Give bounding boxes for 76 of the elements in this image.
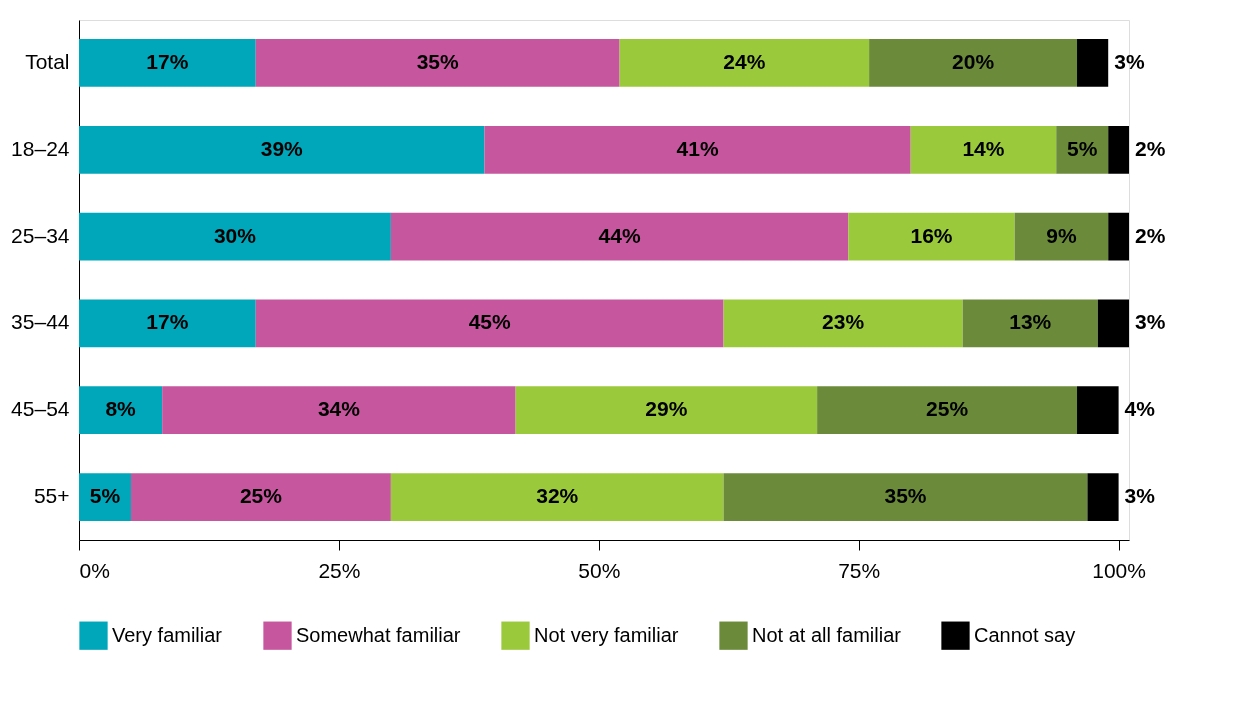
- data-label: 13%: [1009, 310, 1052, 334]
- data-label: 3%: [1114, 49, 1145, 73]
- bar: [869, 39, 1078, 87]
- bar: [1077, 386, 1119, 435]
- data-label: 23%: [822, 310, 865, 334]
- data-label: 29%: [645, 397, 688, 421]
- x-tick-label: 100%: [1092, 558, 1146, 582]
- legend-label: Not very familiar: [534, 623, 679, 646]
- y-tick-label: 18–24: [11, 136, 70, 160]
- data-label: 24%: [723, 49, 766, 73]
- bar: [723, 473, 1088, 521]
- bar: [79, 125, 485, 174]
- data-label: 4%: [1124, 397, 1156, 421]
- y-tick-label: 25–34: [11, 223, 70, 247]
- bar: [255, 299, 724, 348]
- bar: [162, 386, 516, 435]
- y-tick-label: Total: [25, 49, 70, 73]
- bar: [79, 212, 391, 261]
- data-label: 25%: [926, 397, 969, 421]
- data-label: 14%: [962, 136, 1005, 160]
- y-tick-label: 35–44: [11, 310, 70, 334]
- data-label: 9%: [1046, 223, 1077, 247]
- bar: [962, 299, 1098, 348]
- data-label: 44%: [598, 223, 641, 247]
- data-label: 8%: [105, 397, 137, 421]
- data-label: 3%: [1124, 484, 1156, 508]
- data-label: 30%: [213, 223, 257, 247]
- data-label: 17%: [146, 310, 189, 334]
- legend-label: Very familiar: [112, 623, 223, 646]
- data-label: 5%: [1067, 136, 1098, 160]
- bar: [848, 212, 1015, 261]
- bar: [79, 39, 256, 87]
- data-label: 2%: [1135, 136, 1166, 160]
- bar: [79, 386, 163, 435]
- data-label: 16%: [910, 223, 953, 247]
- x-tick-label: 50%: [578, 558, 621, 582]
- bar: [390, 212, 849, 261]
- bar: [515, 386, 818, 435]
- bar: [1108, 125, 1129, 174]
- bar: [619, 39, 870, 87]
- bar: [1108, 212, 1129, 261]
- bar: [817, 386, 1078, 435]
- data-label: 41%: [676, 136, 719, 160]
- data-label: 32%: [536, 484, 579, 508]
- bar: [390, 473, 724, 521]
- data-label: 34%: [317, 397, 361, 421]
- data-label: 2%: [1135, 223, 1166, 247]
- data-label: 45%: [468, 310, 511, 334]
- bar: [255, 39, 620, 87]
- data-label: 39%: [260, 136, 304, 160]
- bar: [1056, 125, 1109, 174]
- data-label: 25%: [239, 484, 283, 508]
- y-tick-label: 45–54: [11, 397, 70, 421]
- data-label: 5%: [89, 484, 121, 508]
- bar: [79, 473, 131, 521]
- bar: [130, 473, 391, 521]
- bar: [1087, 473, 1119, 521]
- legend-label: Not at all familiar: [752, 623, 902, 646]
- x-tick-label: 75%: [838, 558, 881, 582]
- bar: [1097, 299, 1129, 348]
- bar: [910, 125, 1057, 174]
- legend-label: Somewhat familiar: [296, 623, 461, 646]
- data-label: 35%: [884, 484, 927, 508]
- data-label: 35%: [416, 49, 460, 73]
- x-tick-label: 0%: [79, 558, 110, 582]
- y-tick-label: 55+: [33, 484, 70, 508]
- data-label: 3%: [1135, 310, 1166, 334]
- bar: [79, 299, 256, 348]
- bar: [1014, 212, 1109, 261]
- legend-label: Cannot say: [974, 623, 1076, 646]
- x-tick-label: 25%: [318, 558, 361, 582]
- bar: [1077, 39, 1109, 87]
- data-label: 17%: [146, 49, 189, 73]
- data-label: 20%: [952, 49, 995, 73]
- bar: [484, 125, 911, 174]
- bar: [723, 299, 963, 348]
